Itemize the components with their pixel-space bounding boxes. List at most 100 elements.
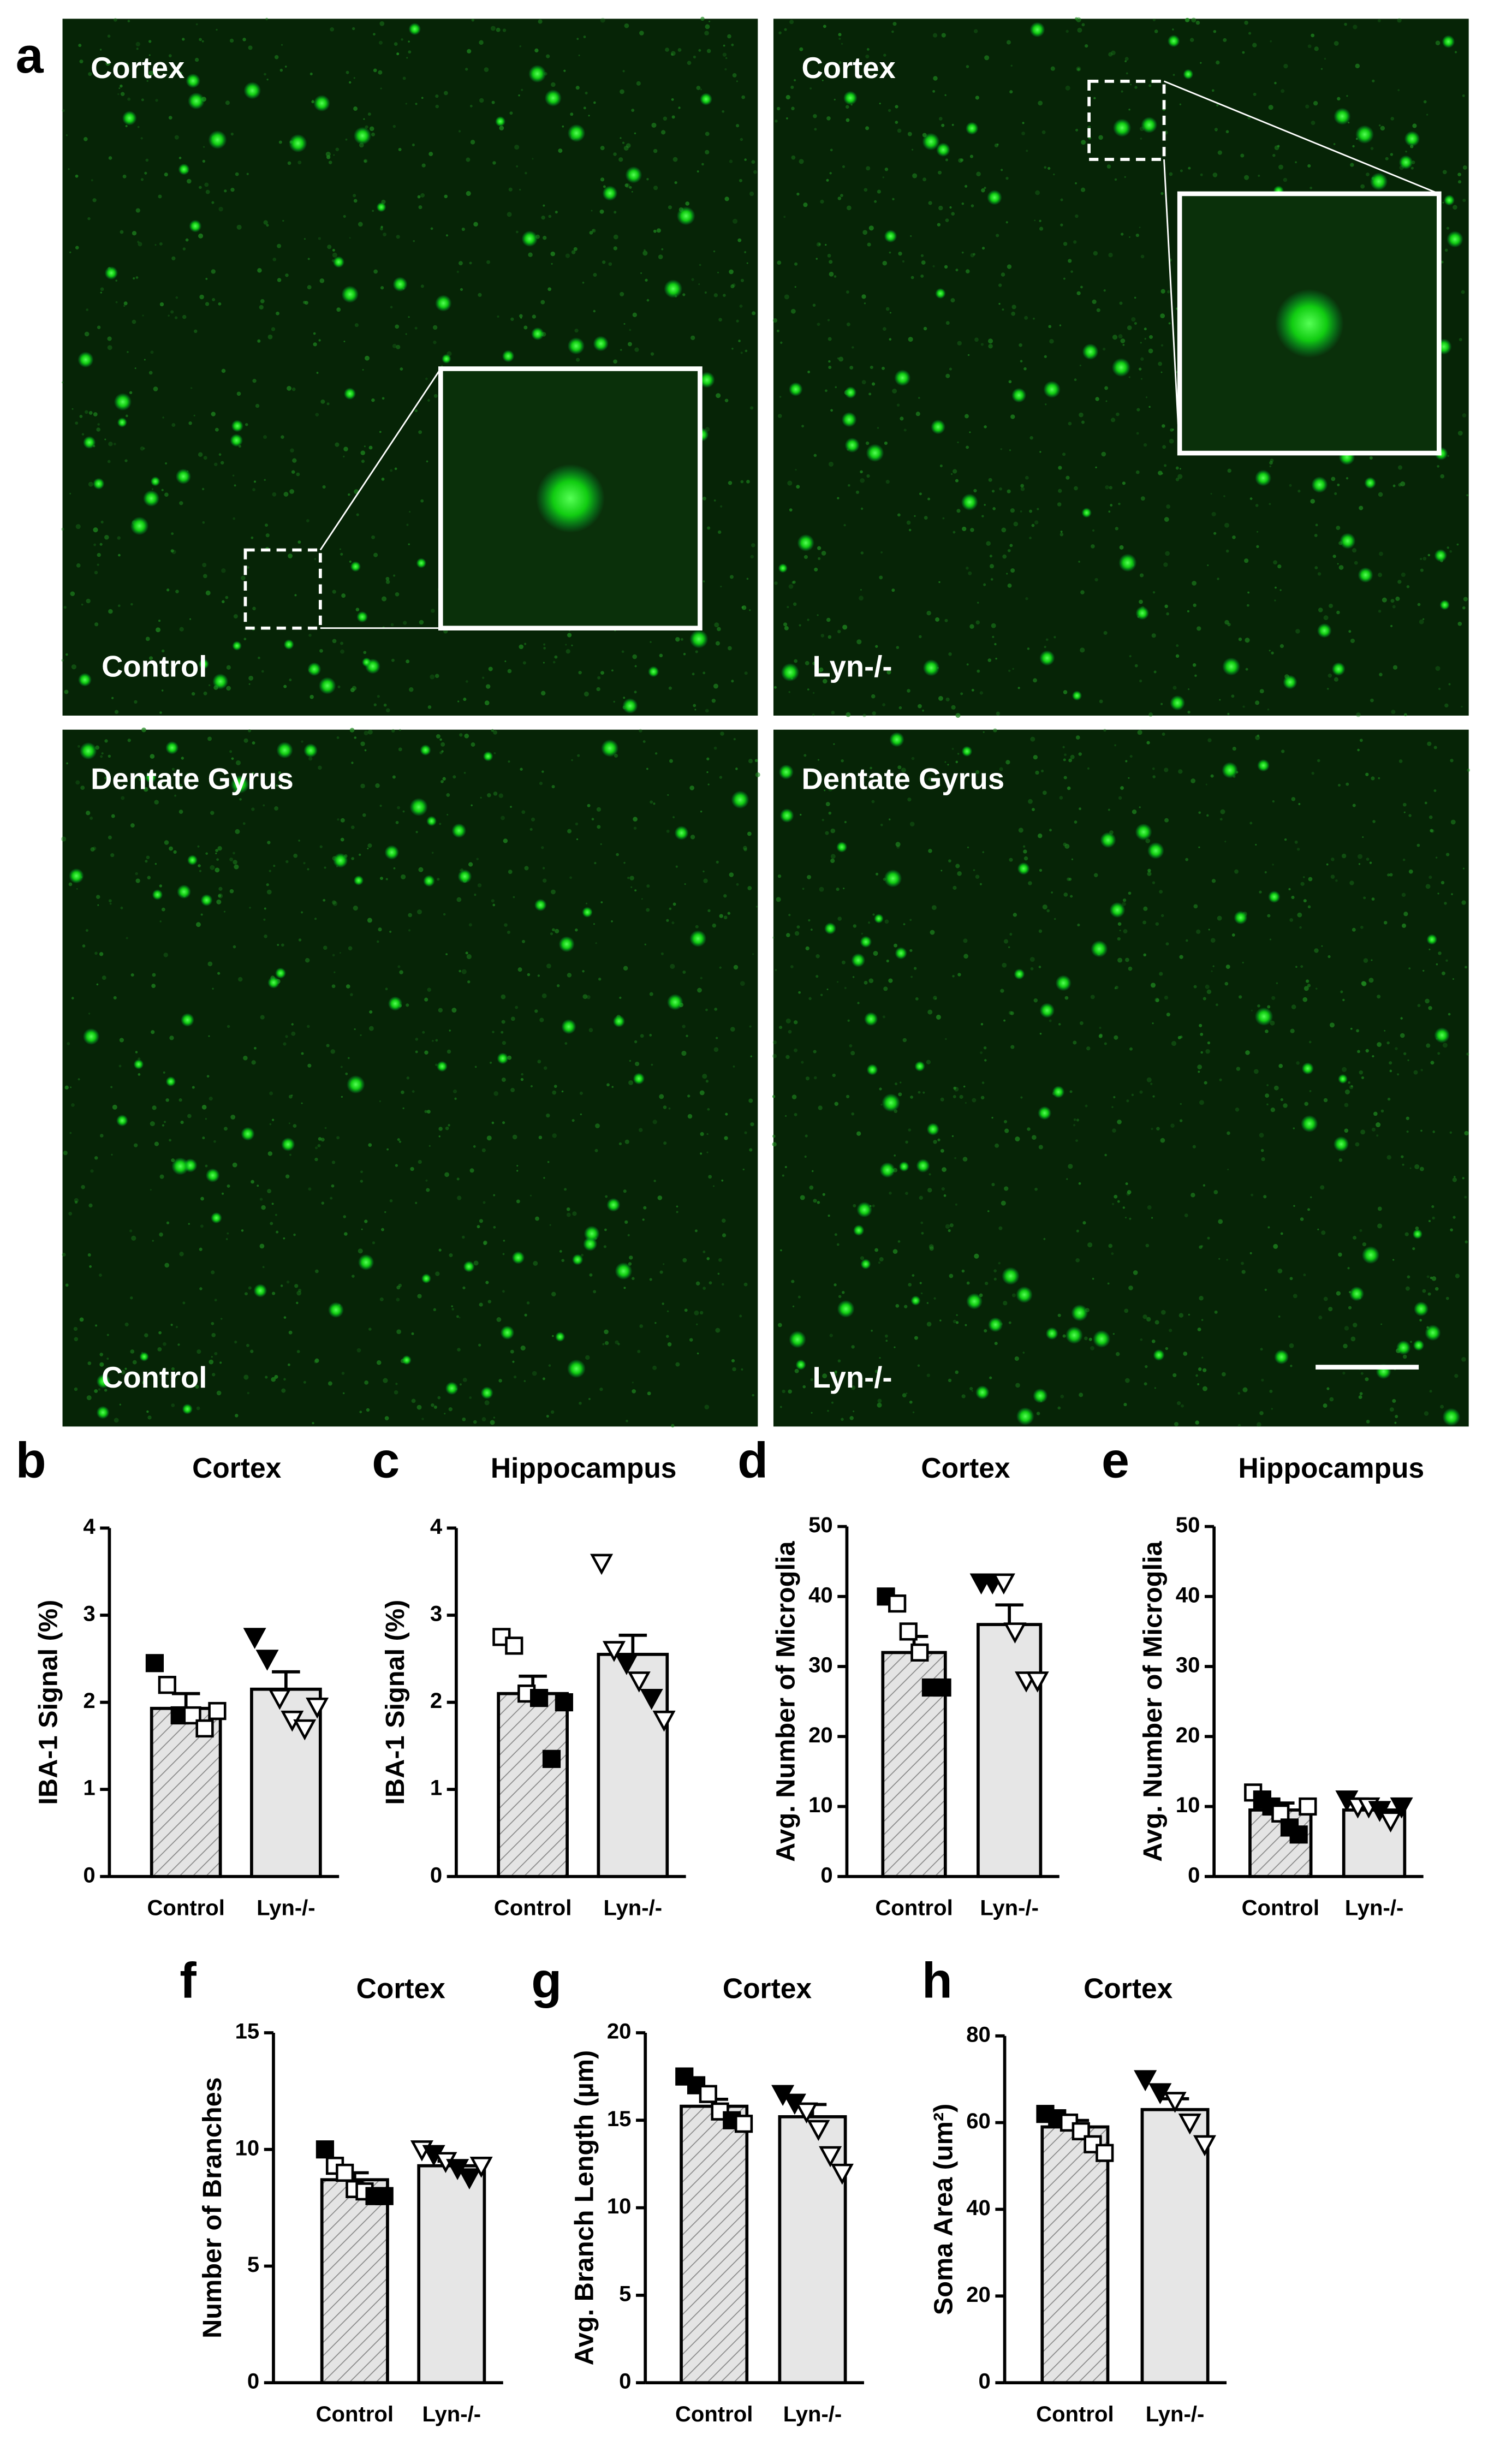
texture: [870, 366, 873, 370]
texture: [501, 816, 505, 820]
texture: [694, 1310, 699, 1316]
texture: [573, 247, 578, 251]
texture: [1132, 810, 1137, 814]
texture: [932, 265, 935, 267]
texture: [797, 1295, 801, 1299]
texture: [146, 1410, 149, 1413]
texture: [777, 260, 782, 265]
texture: [1042, 904, 1047, 910]
texture: [574, 329, 579, 333]
texture: [552, 1090, 557, 1095]
texture: [202, 159, 206, 163]
texture: [365, 355, 370, 361]
texture: [543, 236, 547, 240]
texture: [66, 762, 68, 765]
texture: [108, 609, 113, 614]
texture: [1303, 899, 1307, 903]
texture: [479, 1302, 483, 1307]
texture: [900, 416, 904, 421]
texture: [379, 877, 383, 880]
texture: [541, 216, 545, 220]
texture: [435, 94, 439, 98]
texture: [401, 1090, 404, 1094]
cell: [966, 1293, 983, 1310]
texture: [1160, 192, 1164, 195]
texture: [112, 1104, 117, 1110]
texture: [1204, 1081, 1207, 1085]
texture: [600, 901, 603, 903]
texture: [1444, 902, 1447, 905]
texture: [914, 1336, 918, 1340]
texture: [918, 397, 920, 399]
texture: [493, 1194, 496, 1197]
texture: [619, 996, 622, 999]
texture: [883, 986, 888, 991]
texture: [1151, 633, 1156, 638]
texture: [1152, 591, 1156, 594]
texture: [371, 132, 376, 136]
texture: [1119, 301, 1123, 305]
texture: [73, 1326, 78, 1331]
texture: [175, 296, 178, 299]
texture: [600, 17, 605, 23]
texture: [830, 828, 836, 834]
texture: [508, 187, 513, 192]
texture: [87, 1361, 92, 1365]
texture: [1338, 565, 1344, 570]
texture: [1206, 814, 1209, 817]
texture: [104, 1389, 108, 1392]
texture: [1464, 1130, 1469, 1136]
texture: [503, 838, 508, 843]
texture: [364, 749, 367, 752]
texture: [1216, 60, 1220, 65]
texture: [517, 967, 522, 972]
texture: [360, 741, 365, 746]
texture: [277, 243, 282, 248]
texture: [1266, 1103, 1269, 1106]
texture: [323, 898, 326, 902]
texture: [1009, 449, 1011, 451]
texture: [594, 1148, 598, 1152]
texture: [66, 653, 68, 656]
texture: [1395, 596, 1400, 601]
texture: [703, 1251, 706, 1253]
texture: [327, 245, 332, 249]
texture: [331, 1184, 335, 1188]
texture: [532, 158, 534, 160]
texture: [846, 1094, 850, 1098]
cell: [860, 936, 872, 948]
texture: [1112, 335, 1118, 340]
texture: [668, 205, 672, 210]
texture: [1193, 985, 1197, 989]
texture: [141, 727, 146, 733]
texture: [1129, 236, 1130, 238]
texture: [639, 31, 644, 35]
texture: [379, 805, 382, 807]
texture: [639, 1324, 644, 1328]
y-tick-label: 3: [430, 1602, 442, 1626]
texture: [1227, 712, 1230, 715]
texture: [477, 1225, 480, 1229]
texture: [902, 1038, 907, 1043]
texture: [1139, 227, 1141, 229]
texture: [967, 354, 970, 356]
texture: [133, 277, 135, 280]
texture: [210, 811, 215, 815]
cell: [521, 230, 538, 247]
texture: [96, 895, 100, 899]
texture: [1268, 105, 1273, 110]
texture: [700, 1132, 704, 1136]
texture: [957, 753, 960, 755]
texture: [261, 1205, 266, 1210]
texture: [740, 981, 745, 986]
texture: [1049, 829, 1052, 832]
texture: [1028, 881, 1032, 885]
texture: [791, 155, 796, 160]
texture: [1147, 871, 1152, 876]
texture: [259, 1198, 263, 1201]
texture: [451, 1008, 457, 1013]
texture: [216, 858, 219, 861]
texture: [469, 1168, 474, 1173]
texture: [93, 412, 98, 416]
cell: [1039, 1003, 1055, 1018]
